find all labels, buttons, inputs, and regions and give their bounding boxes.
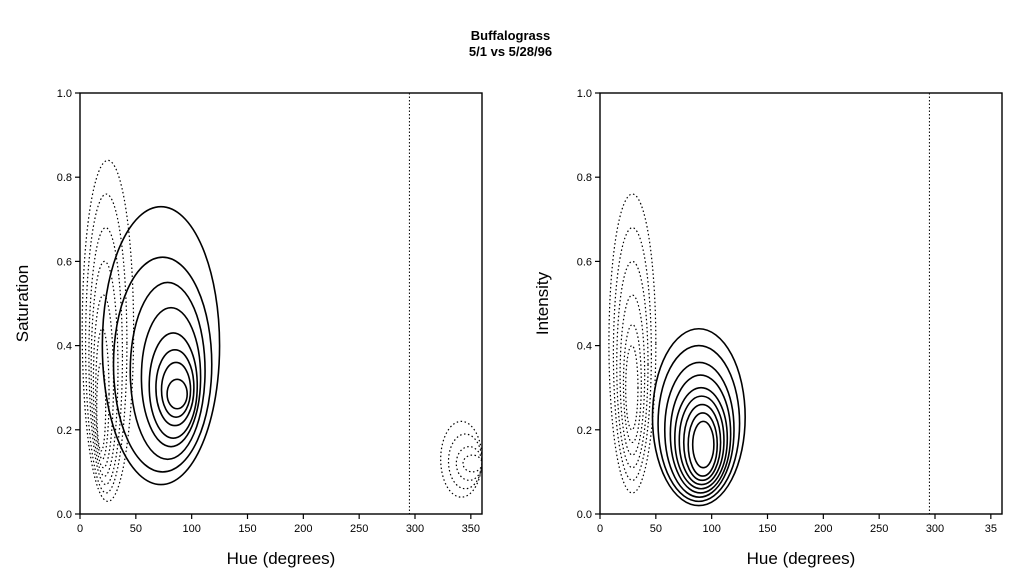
contour-level xyxy=(140,306,202,448)
x-tick-label: 50 xyxy=(650,523,662,535)
x-tick-label: 0 xyxy=(77,523,83,535)
figure-title-line-2: 5/1 vs 5/28/96 xyxy=(468,44,553,59)
contour-level xyxy=(616,260,649,469)
contour-level xyxy=(625,345,639,431)
contour-series-solid xyxy=(651,327,746,507)
contour-level xyxy=(608,193,657,494)
y-axis-label: Intensity xyxy=(533,271,552,335)
contour-level xyxy=(622,323,642,444)
contour-series-dotted xyxy=(440,420,482,498)
x-tick-label: 0 xyxy=(597,523,603,535)
saturation-panel: 0 50 100 150 200 250 300 350 0.0 0.2 0.4 0.6 0.8 1.0 H… xyxy=(13,88,483,568)
contour-level xyxy=(687,412,719,477)
contour-level xyxy=(669,374,732,494)
contour-level xyxy=(166,378,188,410)
contour-level xyxy=(95,328,110,460)
plot-area xyxy=(81,93,482,514)
contour-level xyxy=(88,227,124,486)
plot-frame xyxy=(79,92,483,515)
contour-level xyxy=(101,205,221,486)
contour-level xyxy=(92,294,115,469)
x-tick-label: 50 xyxy=(130,523,142,535)
contour-level xyxy=(462,454,482,473)
contour-level xyxy=(619,294,646,456)
contour-level xyxy=(678,395,725,486)
contour-level xyxy=(148,332,199,440)
contour-level xyxy=(440,420,482,498)
contour-level xyxy=(112,256,213,473)
contour-level xyxy=(96,361,107,452)
contour-level xyxy=(447,433,482,490)
y-tick-label: 0.4 xyxy=(57,341,72,353)
y-tick-label: 0.2 xyxy=(57,425,72,437)
contour-level xyxy=(84,193,128,494)
contour-level xyxy=(160,361,192,418)
contour-level xyxy=(90,260,119,477)
y-axis-label: Saturation xyxy=(13,265,32,343)
contour-level xyxy=(129,281,206,461)
y-tick-label: 0.8 xyxy=(577,172,592,184)
x-tick-label: 100 xyxy=(702,523,720,535)
y-tick-label: 0.8 xyxy=(57,172,72,184)
x-tick-label: 35 xyxy=(985,523,997,535)
y-tick-label: 0.0 xyxy=(577,509,592,521)
x-tick-label: 150 xyxy=(238,523,256,535)
x-tick-label: 200 xyxy=(814,523,832,535)
y-tick-label: 0.6 xyxy=(577,256,592,268)
contour-level xyxy=(155,349,195,427)
plot-frame xyxy=(599,92,1003,515)
figure-title-line-1: Buffalograss xyxy=(470,28,551,43)
y-tick-label: 0.6 xyxy=(57,256,72,268)
y-tick-label: 0.4 xyxy=(577,341,592,353)
x-axis-label: Hue (degrees) xyxy=(227,549,336,568)
x-tick-label: 250 xyxy=(870,523,888,535)
x-tick-label: 300 xyxy=(926,523,944,535)
contour-level xyxy=(674,386,729,490)
contour-level xyxy=(691,420,715,469)
contour-series-solid xyxy=(101,205,221,486)
contour-level xyxy=(81,159,135,502)
contour-level xyxy=(657,344,741,503)
x-axis-label: Hue (degrees) xyxy=(747,549,856,568)
x-tick-label: 250 xyxy=(350,523,368,535)
y-tick-label: 0.0 xyxy=(57,509,72,521)
y-tick-label: 1.0 xyxy=(57,88,72,100)
contour-level xyxy=(663,361,735,498)
contour-series-dotted xyxy=(81,159,135,502)
x-tick-label: 100 xyxy=(182,523,200,535)
figure-title: Buffalograss 5/1 vs 5/28/96 xyxy=(0,28,1021,60)
plot-area xyxy=(608,93,930,514)
x-tick-label: 350 xyxy=(462,523,480,535)
contour-level xyxy=(455,446,482,481)
x-tick-label: 150 xyxy=(758,523,776,535)
y-tick-label: 0.2 xyxy=(577,425,592,437)
x-tick-label: 300 xyxy=(406,523,424,535)
intensity-panel: 0 50 100 150 200 250 300 35 0.0 0.2 0.4 0.6 0.8 1.0 Hu… xyxy=(533,88,1003,568)
contour-level xyxy=(612,227,652,481)
contour-level xyxy=(651,327,746,507)
contour-series-dotted xyxy=(608,193,657,494)
x-tick-label: 200 xyxy=(294,523,312,535)
contour-level xyxy=(682,403,722,482)
y-tick-label: 1.0 xyxy=(577,88,592,100)
